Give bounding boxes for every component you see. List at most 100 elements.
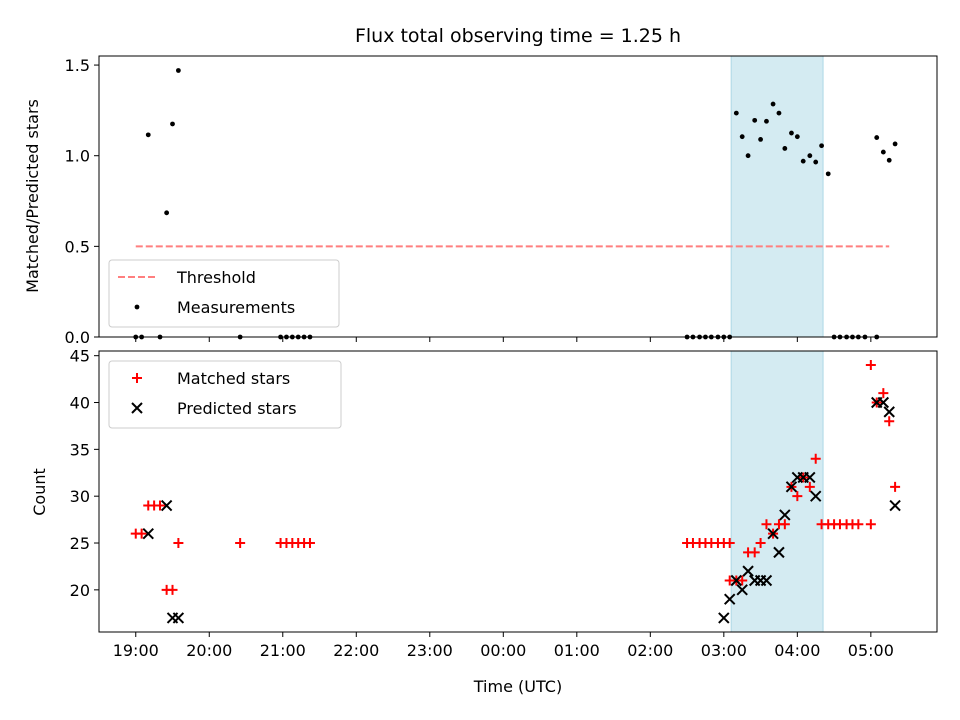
x-axis-label: Time (UTC) [473,677,562,696]
data-point [819,143,824,149]
data-point [739,134,745,140]
data-point [758,136,763,142]
data-point [874,135,880,140]
data-point [235,538,246,549]
y-tick-label: 1.0 [65,147,90,166]
data-point [723,593,736,605]
data-point [877,396,890,409]
legend-label: Measurements [177,298,295,317]
legend-label: Threshold [176,268,256,287]
data-point [789,130,794,136]
data-point [175,68,181,73]
data-point [892,141,898,147]
data-point [172,612,185,624]
data-point [173,538,184,549]
data-point [800,158,806,164]
data-point [878,388,889,399]
data-point [742,565,754,577]
data-point [749,547,760,558]
data-point [160,499,173,512]
data-point [164,210,170,216]
data-point [884,416,895,427]
data-point [760,574,773,587]
legend-swatch [134,304,140,310]
data-point [755,538,766,549]
data-point [889,499,901,512]
data-point [792,491,803,502]
data-point [718,612,730,624]
data-point [880,149,886,155]
x-tick-label: 00:00 [480,641,526,660]
data-point [733,110,739,116]
data-point [724,538,735,549]
top-y-axis-label: Matched/Predicted stars [23,99,42,293]
data-point [155,500,166,511]
y-tick-label: 35 [70,440,90,459]
data-point [779,519,790,530]
y-tick-label: 20 [70,581,90,600]
data-point [785,481,798,493]
data-point [853,519,864,530]
x-tick-label: 02:00 [627,641,673,660]
legend-swatch [132,373,142,383]
x-tick-label: 21:00 [260,641,306,660]
top-panel: 0.0 0.5 1.0 1.5 Threshold Measurements [65,55,938,347]
data-point [813,159,819,165]
data-point [810,453,821,464]
data-point [773,546,785,559]
data-point [170,121,175,127]
data-point [890,481,901,492]
y-tick-label: 1.5 [65,56,90,75]
y-tick-label: 0.0 [65,328,90,347]
legend-swatch [131,402,143,414]
top-panel-frame [98,55,938,338]
legend-box [108,259,340,328]
data-point [776,110,782,116]
bottom-panel-series-matched-stars [130,360,901,595]
data-point [825,171,831,177]
legend-box [108,360,342,429]
x-tick-label: 19:00 [113,641,159,660]
y-tick-label: 40 [70,394,90,413]
data-point [804,481,815,492]
x-tick-label: 01:00 [554,641,600,660]
data-point [145,132,151,138]
data-point [136,528,147,539]
x-tick-label: 03:00 [701,641,747,660]
y-tick-label: 45 [70,347,90,366]
y-tick-label: 0.5 [65,237,90,256]
legend-label: Matched stars [177,369,290,388]
bottom-panel: 20 25 30 35 40 45 19:00 20:00 21:00 22:00 23:00 00:… [70,347,938,660]
data-point [779,509,791,521]
data-point [730,574,743,587]
x-tick-label: 04:00 [774,641,820,660]
x-tick-label: 22:00 [333,641,379,660]
data-point [737,575,748,586]
data-point [764,118,769,124]
bottom-panel-legend: Matched stars Predicted stars [108,360,342,429]
data-point [865,519,876,530]
data-point [804,471,816,484]
data-point [304,538,315,549]
data-point [736,584,748,596]
data-point [761,519,772,530]
data-point [865,360,876,371]
top-panel-highlight-band [730,55,824,338]
data-point [782,146,788,151]
y-tick-label: 30 [70,487,90,506]
data-point [167,584,178,595]
data-point [752,117,758,123]
data-point [886,157,892,163]
x-tick-label: 23:00 [407,641,453,660]
chart-title: Flux total observing time = 1.25 h [355,25,681,47]
x-tick-label: 05:00 [848,641,894,660]
data-point [142,527,154,540]
bottom-panel-series-predicted-stars [142,396,901,624]
data-point [770,101,776,107]
data-point [767,527,779,540]
data-point [794,134,800,140]
data-point [883,406,895,418]
legend-label: Predicted stars [177,399,297,418]
x-tick-label: 20:00 [186,641,232,660]
y-tick-label: 25 [70,534,90,553]
